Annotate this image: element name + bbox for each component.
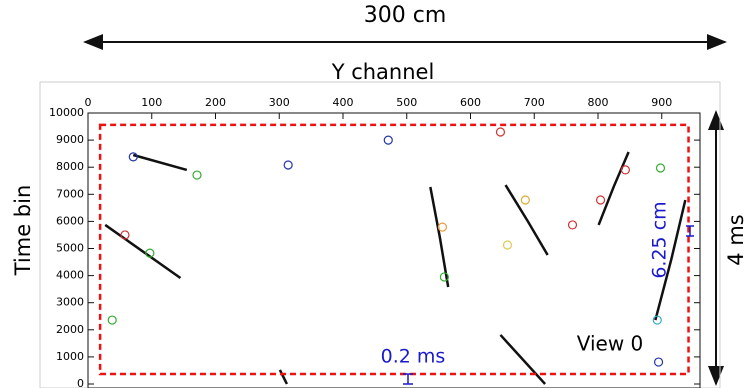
y-tick-label: 5000 <box>56 242 84 255</box>
width-label: 300 cm <box>364 3 447 28</box>
x-tick-label: 200 <box>205 96 226 109</box>
tick-label: 0.2 ms <box>381 346 446 368</box>
x-tick-label: 0 <box>85 96 92 109</box>
x-axis-label: Y channel <box>331 60 435 84</box>
x-tick-label: 300 <box>269 96 290 109</box>
y-axis-label: Time bin <box>11 185 35 277</box>
y-tick-label: 8000 <box>56 160 84 173</box>
x-tick-label: 900 <box>651 96 672 109</box>
y-tick-label: 0 <box>77 377 84 388</box>
x-tick-label: 600 <box>460 96 481 109</box>
y-tick-label: 6000 <box>56 214 84 227</box>
y-tick-label: 3000 <box>56 296 84 309</box>
x-tick-label: 400 <box>333 96 354 109</box>
pitch-label: 6.25 cm <box>649 201 671 278</box>
y-tick-label: 2000 <box>56 323 84 336</box>
x-tick-label: 500 <box>396 96 417 109</box>
y-tick-label: 10000 <box>49 106 84 119</box>
y-tick-label: 7000 <box>56 187 84 200</box>
duration-label: 4 ms <box>724 214 748 265</box>
x-tick-label: 100 <box>141 96 162 109</box>
view-label: View 0 <box>577 332 644 356</box>
x-tick-label: 700 <box>524 96 545 109</box>
y-tick-label: 1000 <box>56 350 84 363</box>
y-tick-label: 4000 <box>56 269 84 282</box>
chart: 300 cm Y channel Time bin 4 ms 6.25 cm 0… <box>0 0 749 388</box>
y-tick-label: 9000 <box>56 133 84 146</box>
x-tick-label: 800 <box>588 96 609 109</box>
